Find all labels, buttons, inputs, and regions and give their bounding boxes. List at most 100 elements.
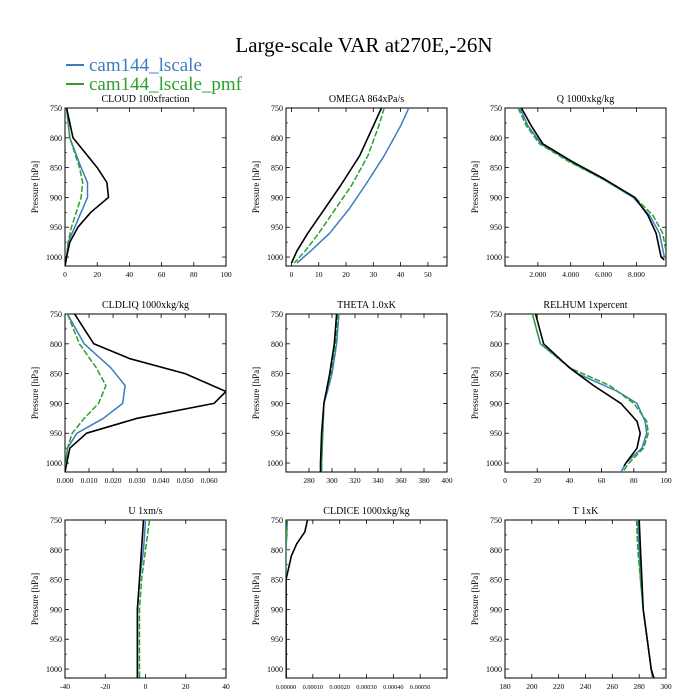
y-tick-label: 950 [490, 429, 502, 438]
x-tick-label: 0.050 [177, 476, 194, 485]
plot-frame [285, 313, 448, 473]
series-line-1 [296, 108, 410, 264]
series-line-3 [638, 520, 655, 678]
x-tick-label: 2.000 [529, 270, 546, 279]
x-tick-label: 40 [566, 476, 574, 485]
y-axis-label: Pressure [hPa] [30, 573, 40, 625]
x-tick-label: 300 [326, 476, 338, 485]
panel-title: RELHUM 1xpercent [543, 300, 627, 311]
x-tick-label: 80 [630, 476, 638, 485]
x-tick-label: 0 [63, 270, 67, 279]
x-tick-label: 340 [372, 476, 384, 485]
y-tick-label: 1000 [486, 665, 502, 674]
series-line-3 [136, 520, 145, 678]
x-tick-label: 260 [607, 682, 619, 691]
panel-title: U 1xm/s [128, 506, 162, 517]
panel-2: OMEGA 864xPa/s 750 800 850 900 950 1000 Pressur… [251, 94, 448, 279]
x-tick-label: 6.000 [595, 270, 612, 279]
x-tick-label: 200 [526, 682, 538, 691]
y-tick-label: 850 [490, 164, 502, 173]
series-line-3 [319, 314, 338, 472]
panel-title: THETA 1.0xK [337, 300, 396, 311]
panel-8: CLDICE 1000xkg/kg 750 800 850 900 950 1000 Pres… [251, 506, 448, 691]
x-tick-label: 400 [441, 476, 453, 485]
y-tick-label: 850 [490, 370, 502, 379]
x-tick-label: -40 [60, 682, 70, 691]
panel-4: CLDLIQ 1000xkg/kg 750 800 850 900 950 1000 Pres… [30, 300, 227, 485]
y-tick-label: 850 [50, 164, 62, 173]
x-tick-label: 220 [553, 682, 565, 691]
panel-1: CLOUD 100xfraction7508008509009501000Pre… [30, 94, 232, 279]
plot-frame [64, 313, 227, 473]
x-tick-label: 80 [190, 270, 198, 279]
y-tick-label: 1000 [46, 459, 62, 468]
series-line-2 [517, 108, 666, 252]
x-tick-label: 30 [370, 270, 378, 279]
x-tick-label: 40 [222, 682, 230, 691]
y-tick-label: 750 [490, 104, 502, 113]
x-tick-label: 300 [660, 682, 672, 691]
x-tick-label: 0.000 [57, 476, 74, 485]
plot-frame [64, 519, 227, 679]
panel-title: CLDICE 1000xkg/kg [323, 506, 409, 517]
y-axis-label: Pressure [hPa] [30, 367, 40, 419]
y-tick-label: 950 [490, 635, 502, 644]
panel-title: T 1xK [573, 506, 599, 517]
y-axis-label: Pressure [hPa] [470, 367, 480, 419]
legend-label-2: cam144_lscale_pmf [89, 74, 243, 95]
y-tick-label: 1000 [267, 253, 283, 262]
y-tick-label: 950 [271, 223, 283, 232]
x-tick-label: 100 [660, 476, 672, 485]
x-tick-label: 40 [397, 270, 405, 279]
x-tick-label: 0.020 [105, 476, 122, 485]
y-tick-label: 900 [271, 605, 283, 614]
y-tick-label: 900 [50, 193, 62, 202]
x-tick-label: 0.00010 [303, 684, 323, 691]
series-line-1 [531, 314, 648, 472]
panel-3: Q 1000xkg/kg 750 800 850 900 950 1000 Pressure … [470, 94, 667, 279]
y-tick-label: 950 [50, 223, 62, 232]
series-line-1 [65, 314, 126, 472]
series-line-2 [293, 108, 385, 264]
series-line-1 [519, 108, 666, 258]
y-axis-label: Pressure [hPa] [251, 367, 261, 419]
y-tick-label: 800 [271, 546, 283, 555]
y-tick-label: 800 [271, 340, 283, 349]
y-tick-label: 750 [271, 516, 283, 525]
y-axis-label: Pressure [hPa] [251, 573, 261, 625]
panel-7: U 1xm/s 750 800 850 900 950 1000 Pressure [hPa]… [30, 506, 230, 691]
y-tick-label: 1000 [46, 253, 62, 262]
y-axis-label: Pressure [hPa] [470, 161, 480, 213]
panel-title: Q 1000xkg/kg [557, 94, 615, 105]
y-tick-label: 750 [490, 516, 502, 525]
x-tick-label: 100 [220, 270, 232, 279]
y-tick-label: 800 [50, 134, 62, 143]
y-tick-label: 800 [490, 134, 502, 143]
x-tick-label: 0.030 [129, 476, 146, 485]
x-tick-label: 0.00040 [383, 684, 403, 691]
y-tick-label: 850 [271, 370, 283, 379]
y-tick-label: 950 [271, 429, 283, 438]
x-tick-label: 0 [503, 476, 507, 485]
y-tick-label: 800 [50, 546, 62, 555]
y-tick-label: 1000 [46, 665, 62, 674]
x-tick-label: 40 [126, 270, 134, 279]
x-tick-label: 20 [182, 682, 190, 691]
series-line-3 [520, 108, 665, 261]
x-tick-label: 0.00050 [410, 684, 430, 691]
plot-frame [504, 107, 667, 267]
x-tick-label: 20 [342, 270, 350, 279]
x-tick-label: 0 [144, 682, 148, 691]
x-tick-label: 380 [418, 476, 430, 485]
y-tick-label: 750 [50, 516, 62, 525]
series-line-2 [65, 314, 107, 472]
x-tick-label: 320 [349, 476, 361, 485]
y-tick-label: 900 [271, 399, 283, 408]
x-tick-label: 280 [634, 682, 646, 691]
panel-title: CLDLIQ 1000xkg/kg [102, 300, 189, 311]
y-tick-label: 900 [50, 605, 62, 614]
x-tick-label: 10 [315, 270, 323, 279]
x-tick-label: 240 [580, 682, 592, 691]
y-tick-label: 750 [271, 104, 283, 113]
y-tick-label: 950 [490, 223, 502, 232]
